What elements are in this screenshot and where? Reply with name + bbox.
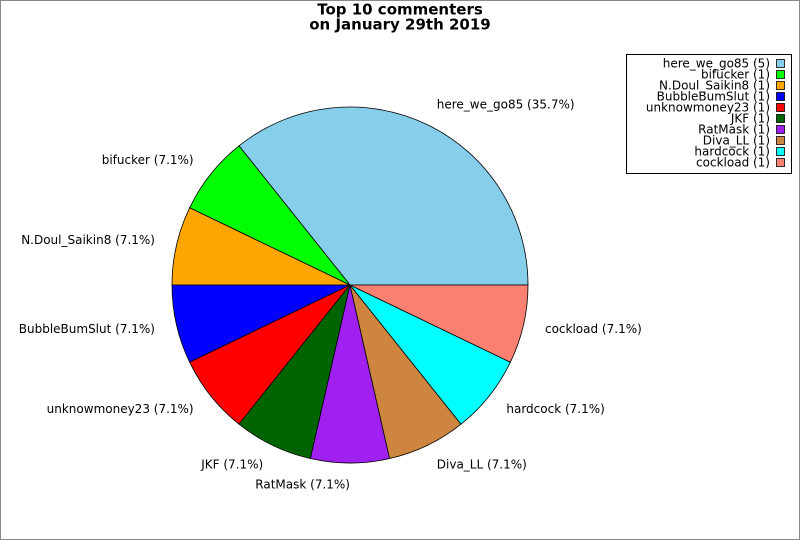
- slice-label: hardcock (7.1%): [506, 402, 604, 416]
- slice-label: N.Doul_Saikin8 (7.1%): [21, 233, 155, 247]
- legend-label: unknowmoney23 (1): [646, 101, 770, 115]
- legend-swatch: [776, 70, 785, 79]
- slice-label: BubbleBumSlut (7.1%): [19, 322, 155, 336]
- pie-slice: [238, 106, 529, 286]
- pie-slice: [349, 284, 529, 363]
- legend-label: here_we_go85 (5): [663, 57, 770, 71]
- slice-label: unknowmoney23 (7.1%): [47, 402, 194, 416]
- legend-swatch: [776, 158, 785, 167]
- legend-label: Diva_LL (1): [703, 134, 770, 148]
- slice-label: bifucker (7.1%): [102, 153, 194, 167]
- legend-label: JKF (1): [730, 112, 770, 126]
- legend-label: N.Doul_Saikin8 (1): [659, 79, 770, 93]
- legend-swatch: [776, 147, 785, 156]
- legend-swatch: [776, 114, 785, 123]
- legend-swatch: [776, 59, 785, 68]
- slice-label: cockload (7.1%): [545, 322, 642, 336]
- legend-label: cockload (1): [696, 156, 770, 170]
- legend-swatch: [776, 81, 785, 90]
- legend-label: bifucker (1): [701, 68, 770, 82]
- legend-label: hardcock (1): [694, 145, 770, 159]
- slice-label: here_we_go85 (35.7%): [437, 97, 575, 111]
- legend-swatch: [776, 103, 785, 112]
- chart-subtitle: on January 29th 2019: [309, 16, 490, 34]
- legend-box: [626, 54, 792, 174]
- chart-title: Top 10 commenters: [317, 1, 483, 19]
- legend-label: BubbleBumSlut (1): [657, 90, 770, 104]
- slice-label: JKF (7.1%): [200, 458, 263, 472]
- slice-label: Diva_LL (7.1%): [437, 458, 527, 472]
- legend-label: RatMask (1): [698, 123, 770, 137]
- slice-label: RatMask (7.1%): [255, 478, 350, 492]
- legend-swatch: [776, 136, 785, 145]
- legend-swatch: [776, 92, 785, 101]
- legend-swatch: [776, 125, 785, 134]
